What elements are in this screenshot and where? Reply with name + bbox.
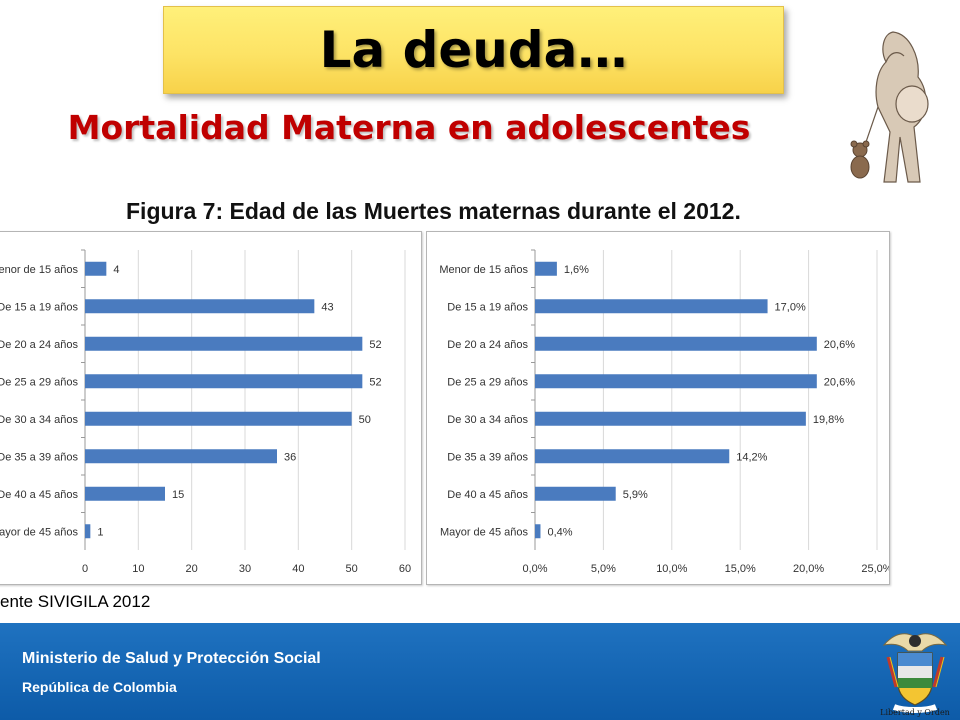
bar (85, 261, 107, 276)
category-label: De 25 a 29 años (447, 376, 528, 388)
bar (535, 299, 768, 314)
bar (535, 374, 817, 389)
x-tick-label: 25,0% (861, 563, 889, 575)
value-label: 1,6% (564, 264, 589, 276)
category-label: Mayor de 45 años (0, 526, 78, 538)
bar (535, 524, 541, 539)
deaths-percent-chart: 0,0% 5,0% 10,0% 15,0% 20,0% 25,0% Menor de 15 … (439, 249, 889, 575)
category-label: Menor de 15 años (439, 264, 528, 276)
category-label: De 20 a 24 años (0, 339, 78, 351)
value-label: 36 (284, 451, 296, 463)
value-label: 5,9% (623, 489, 648, 501)
value-label: 52 (369, 339, 381, 351)
category-label: De 15 a 19 años (0, 301, 78, 313)
chart-panel-percent: 0,0% 5,0% 10,0% 15,0% 20,0% 25,0% Menor de 15 … (426, 231, 890, 585)
x-tick-label: 40 (292, 563, 304, 575)
title-banner: La deuda… (163, 6, 784, 94)
colombia-coat-of-arms-icon: Libertad y Orden (880, 633, 950, 717)
value-label: 19,8% (813, 414, 844, 426)
x-tick-label: 0,0% (522, 563, 547, 575)
x-tick-label: 10 (132, 563, 144, 575)
x-tick-label: 15,0% (725, 563, 756, 575)
bar (85, 299, 315, 314)
bar (85, 374, 363, 389)
value-label: 17,0% (775, 301, 806, 313)
x-tick-label: 0 (82, 563, 88, 575)
x-tick-label: 20 (186, 563, 198, 575)
bar (85, 524, 91, 539)
svg-text:Libertad y Orden: Libertad y Orden (880, 708, 950, 717)
category-label: De 30 a 34 años (447, 414, 528, 426)
category-label: De 15 a 19 años (447, 301, 528, 313)
bar (535, 486, 616, 501)
value-label: 52 (369, 376, 381, 388)
value-label: 20,6% (824, 339, 855, 351)
value-label: 20,6% (824, 376, 855, 388)
category-label: De 40 a 45 años (0, 489, 78, 501)
category-label: De 30 a 34 años (0, 414, 78, 426)
slide-subtitle: Mortalidad Materna en adolescentes (67, 108, 751, 147)
x-tick-label: 30 (239, 563, 251, 575)
x-tick-label: 60 (399, 563, 411, 575)
ministry-name: Ministerio de Salud y Protección Social (22, 650, 321, 667)
value-label: 50 (359, 414, 371, 426)
figure-title: Figura 7: Edad de las Muertes maternas d… (126, 198, 741, 224)
pregnant-girl-illustration (850, 31, 929, 183)
bar (535, 336, 817, 351)
chart-panel-counts: 0 10 20 30 40 50 60 enor de 15 años 4 De 15 a 19 … (0, 231, 422, 585)
slide-title: La deuda… (319, 21, 628, 79)
category-label: De 25 a 29 años (0, 376, 78, 388)
x-tick-label: 5,0% (591, 563, 616, 575)
bar (85, 411, 352, 426)
bar (535, 449, 730, 464)
source-note: ente SIVIGILA 2012 (0, 592, 151, 611)
x-tick-label: 20,0% (793, 563, 824, 575)
category-label: enor de 15 años (0, 264, 78, 276)
category-label: Mayor de 45 años (440, 526, 529, 538)
bar (85, 336, 363, 351)
bar (85, 486, 165, 501)
value-label: 14,2% (736, 451, 767, 463)
bar (535, 411, 806, 426)
category-label: De 20 a 24 años (447, 339, 528, 351)
category-label: De 40 a 45 años (447, 489, 528, 501)
x-tick-label: 10,0% (656, 563, 687, 575)
value-label: 15 (172, 489, 184, 501)
bar (85, 449, 277, 464)
value-label: 4 (113, 264, 119, 276)
category-label: De 35 a 39 años (0, 451, 78, 463)
country-name: República de Colombia (22, 679, 177, 695)
x-tick-label: 50 (346, 563, 358, 575)
value-label: 43 (321, 301, 333, 313)
deaths-count-chart: 0 10 20 30 40 50 60 enor de 15 años 4 De 15 a 19 … (0, 249, 411, 575)
bar (535, 261, 557, 276)
footer-bar: Ministerio de Salud y Protección Social … (0, 623, 960, 720)
value-label: 1 (97, 526, 103, 538)
value-label: 0,4% (547, 526, 572, 538)
category-label: De 35 a 39 años (447, 451, 528, 463)
